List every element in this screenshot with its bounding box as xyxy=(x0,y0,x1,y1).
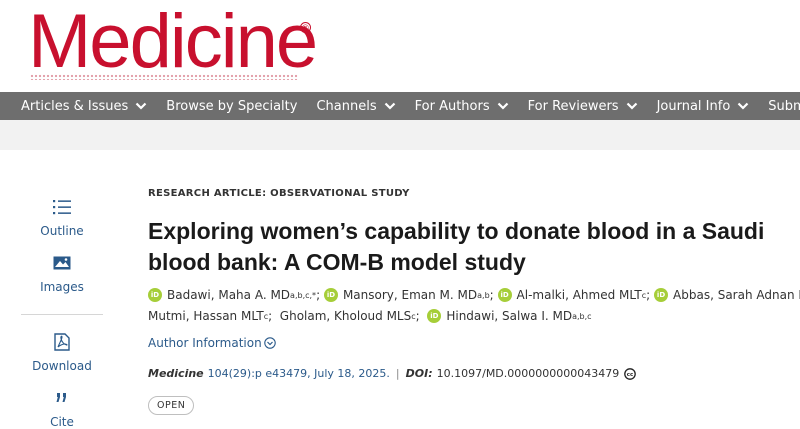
download-button[interactable]: Download xyxy=(14,331,110,387)
main-nav: Articles & Issues Browse by Specialty Ch… xyxy=(0,92,800,120)
nav-label: Channels xyxy=(316,98,377,114)
title-line: Exploring women’s capability to donate b… xyxy=(148,218,765,244)
nav-label: Browse by Specialty xyxy=(166,98,298,114)
doi-label: DOI: xyxy=(405,367,433,380)
download-label: Download xyxy=(32,359,92,373)
orcid-icon[interactable]: iD xyxy=(654,288,669,302)
nav-label: Journal Info xyxy=(656,98,731,114)
logo-dot-underline xyxy=(30,74,298,80)
article-header: RESEARCH ARTICLE: OBSERVATIONAL STUDY Ex… xyxy=(148,188,800,415)
doi-value: 10.1097/MD.0000000000043479 xyxy=(436,367,620,380)
citation-separator: | xyxy=(395,367,400,380)
secondary-bar xyxy=(0,120,800,150)
issue-link[interactable]: 104(29):p e43479, July 18, 2025. xyxy=(207,367,390,380)
nav-channels[interactable]: Channels xyxy=(316,99,395,114)
author-information-label: Author Information xyxy=(148,335,262,350)
author-list: iD Badawi, Maha A. MD a,b,c,*; iD Mansory, … xyxy=(148,283,800,327)
nav-submit[interactable]: Submit xyxy=(768,99,800,114)
orcid-icon[interactable]: iD xyxy=(323,288,338,302)
article-type: RESEARCH ARTICLE: OBSERVATIONAL STUDY xyxy=(148,188,410,199)
orcid-icon[interactable]: iD xyxy=(148,288,162,302)
pdf-icon xyxy=(54,331,70,353)
author-link[interactable]: iD Mansory, Eman M. MD a,b; xyxy=(323,285,494,306)
author-link[interactable]: Mutmi, Hassan MLT c; xyxy=(148,308,273,323)
article-title: Exploring women’s capability to donate b… xyxy=(148,216,800,278)
chevron-down-icon xyxy=(737,100,749,112)
chevron-down-circle-icon xyxy=(263,336,276,349)
open-access-badge: OPEN xyxy=(148,395,195,415)
nav-label: For Authors xyxy=(414,98,490,114)
nav-label: Submit xyxy=(768,98,800,114)
images-button[interactable]: Images xyxy=(14,252,110,308)
outline-label: Outline xyxy=(40,224,84,238)
nav-for-authors[interactable]: For Authors xyxy=(415,99,509,114)
article-tools: Outline Images Download Cite xyxy=(14,196,110,429)
images-label: Images xyxy=(40,280,84,294)
nav-label: For Reviewers xyxy=(527,98,619,114)
chevron-down-icon xyxy=(497,100,509,112)
journal-name: Medicine xyxy=(148,367,204,380)
journal-logo[interactable]: Medicine xyxy=(28,0,318,84)
nav-browse-specialty[interactable]: Browse by Specialty xyxy=(166,99,297,114)
cite-button[interactable]: Cite xyxy=(14,387,110,429)
list-icon xyxy=(53,196,71,218)
author-information-toggle[interactable]: Author Information xyxy=(148,335,800,351)
creative-commons-icon[interactable]: cc xyxy=(624,367,637,380)
nav-articles-issues[interactable]: Articles & Issues xyxy=(21,99,147,114)
svg-text:cc: cc xyxy=(627,372,634,378)
outline-button[interactable]: Outline xyxy=(14,196,110,252)
author-link[interactable]: iD Badawi, Maha A. MD a,b,c,*; xyxy=(148,285,320,306)
chevron-down-icon xyxy=(384,100,396,112)
nav-label: Articles & Issues xyxy=(21,98,129,114)
chevron-down-icon xyxy=(626,100,638,112)
orcid-icon[interactable]: iD xyxy=(427,309,442,323)
author-row: iD Badawi, Maha A. MD a,b,c,*; iD Mansory, … xyxy=(148,283,800,306)
author-link[interactable]: iD Al-malki, Ahmed MLT c; xyxy=(497,285,650,306)
nav-for-reviewers[interactable]: For Reviewers xyxy=(528,99,638,114)
chevron-down-icon xyxy=(135,100,147,112)
orcid-icon[interactable]: iD xyxy=(497,288,512,302)
citation-line: Medicine 104(29):p e43479, July 18, 2025… xyxy=(148,366,800,382)
image-icon xyxy=(53,252,71,274)
nav-journal-info[interactable]: Journal Info xyxy=(657,99,750,114)
title-line: blood bank: A COM-B model study xyxy=(148,249,526,275)
author-row: Mutmi, Hassan MLT c; Gholam, Kholoud MLS c… xyxy=(148,306,800,327)
cite-label: Cite xyxy=(50,415,74,429)
registered-mark: ® xyxy=(300,22,311,33)
site-header: Medicine ® xyxy=(0,0,800,92)
author-link[interactable]: Gholam, Kholoud MLS c; xyxy=(279,308,420,323)
author-link[interactable]: iD Hindawi, Salwa I. MD a,b,c xyxy=(424,306,592,327)
quote-icon xyxy=(55,387,69,409)
tools-divider xyxy=(21,314,103,315)
